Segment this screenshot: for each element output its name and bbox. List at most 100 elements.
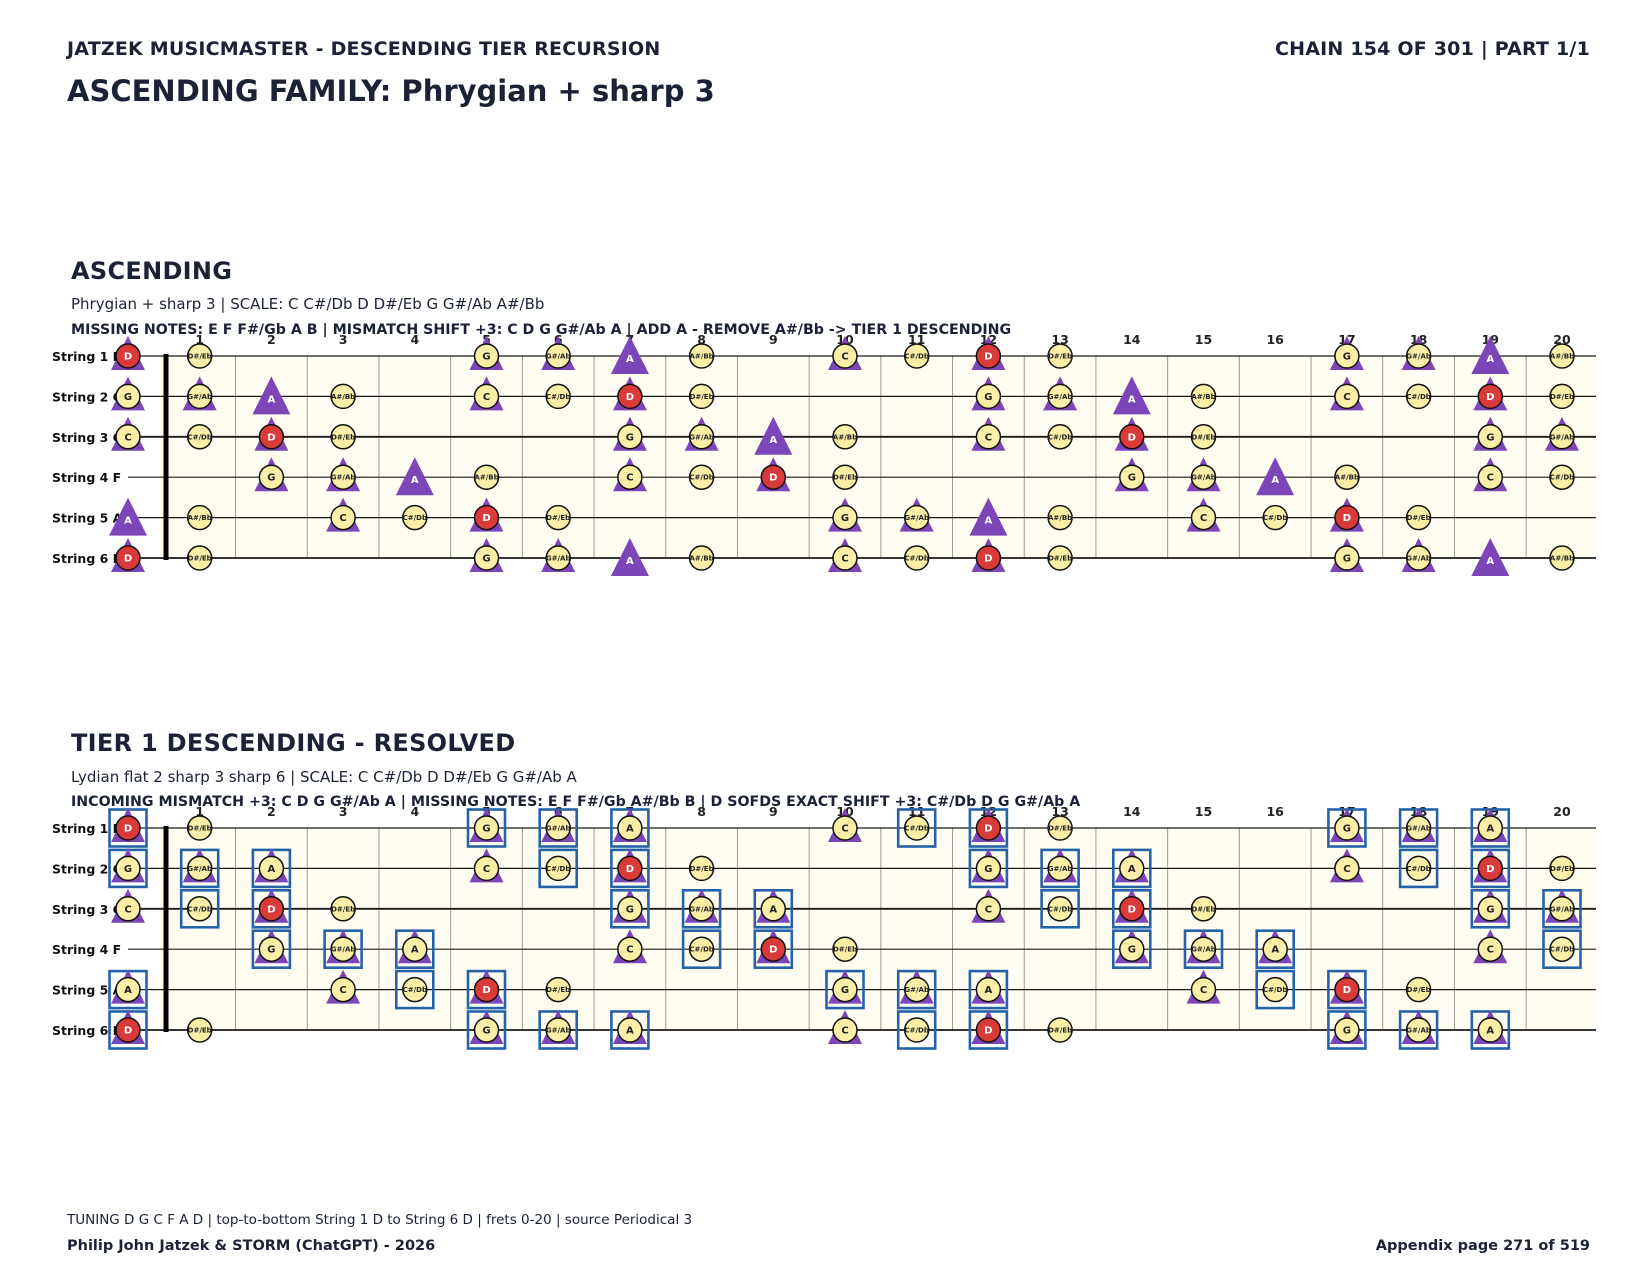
match-box	[1040, 889, 1080, 929]
note-marker: A	[610, 1010, 650, 1050]
note-marker: C#/Db	[896, 808, 937, 848]
note-marker: A	[108, 969, 148, 1010]
scale-note	[115, 976, 141, 1003]
note-label: C	[1487, 945, 1494, 956]
note-marker: A#/Bb	[1190, 383, 1217, 410]
note-label: C#/Db	[689, 474, 713, 482]
note-marker: G#/Ab	[538, 808, 579, 848]
note-marker: G	[1470, 888, 1511, 929]
scale-note	[545, 545, 571, 571]
note-label: A#/Bb	[1191, 393, 1215, 401]
note-label: D	[482, 985, 490, 996]
note-label: D	[626, 864, 634, 875]
fret-number: 16	[1266, 332, 1284, 347]
note-marker: G#/Ab	[182, 376, 217, 411]
note-marker: A	[753, 888, 794, 929]
scale-note	[330, 424, 356, 450]
section-note-line-tier1: INCOMING MISMATCH +3: C D G G#/Ab A | MI…	[71, 794, 1081, 810]
fret-number: 3	[339, 804, 348, 819]
note-label: G#/Ab	[546, 353, 571, 361]
fret-number: 15	[1195, 332, 1212, 347]
note-marker: C#/Db	[538, 848, 579, 889]
note-label: G	[1128, 473, 1136, 484]
note-label: G	[984, 392, 992, 403]
note-label: A#/Bb	[1048, 514, 1072, 522]
note-marker: C#/Db	[186, 424, 213, 450]
scale-note	[1047, 383, 1073, 410]
scale-note	[975, 896, 1002, 922]
note-label: D#/Eb	[1048, 555, 1072, 563]
note-marker: A	[610, 538, 649, 576]
root-note	[115, 815, 141, 841]
note-marker: G	[1329, 336, 1364, 370]
note-label: G	[124, 864, 132, 875]
note-label: D	[984, 824, 992, 835]
note-marker: C#/Db	[402, 504, 428, 531]
section-scale-line-ascending: Phrygian + sharp 3 | SCALE: C C#/Db D D#…	[71, 295, 545, 313]
note-marker: C#/Db	[545, 383, 571, 410]
note-label: C#/Db	[546, 393, 570, 401]
note-marker: D#/Eb	[1190, 896, 1217, 922]
note-label: C#/Db	[1048, 905, 1072, 913]
note-marker: A#/Bb	[688, 545, 715, 571]
scale-note	[617, 896, 643, 922]
note-label: D	[267, 432, 275, 443]
fret-number: 4	[410, 332, 419, 347]
scale-note	[1405, 815, 1432, 841]
note-label: G	[482, 554, 490, 565]
scale-note	[1119, 936, 1145, 962]
note-marker: G	[108, 848, 148, 889]
fret-number: 4	[410, 804, 419, 819]
scale-note	[1549, 855, 1575, 882]
note-label: D	[124, 1026, 132, 1037]
note-label: A#/Bb	[474, 474, 498, 482]
scale-note	[903, 545, 930, 571]
note-label: C#/Db	[1550, 946, 1574, 954]
scale-note	[1334, 1017, 1360, 1043]
note-label: D	[267, 904, 275, 915]
note-marker: A#/Bb	[832, 424, 858, 450]
scale-note	[832, 936, 858, 962]
shift-triangle	[610, 336, 649, 374]
note-label: D#/Eb	[188, 555, 212, 563]
scale-note	[1047, 1017, 1073, 1043]
note-label: G#/Ab	[1550, 433, 1575, 441]
scale-note	[186, 545, 213, 571]
note-label: G#/Ab	[1191, 474, 1216, 482]
note-marker: D	[1473, 376, 1508, 411]
note-label: C#/Db	[905, 353, 929, 361]
note-marker: A	[1470, 808, 1511, 848]
note-label: A#/Bb	[690, 555, 714, 563]
note-label: D#/Eb	[331, 905, 355, 913]
scale-note	[903, 343, 930, 369]
section-scale-line-tier1: Lydian flat 2 sharp 3 sharp 6 | SCALE: C…	[71, 768, 577, 786]
scale-note	[258, 464, 285, 490]
scale-note	[186, 896, 213, 922]
note-label: G	[267, 945, 275, 956]
fret-number: 15	[1195, 804, 1212, 819]
string-label: String 1 D	[52, 349, 123, 364]
note-label: G	[984, 864, 992, 875]
note-label: D#/Eb	[546, 986, 570, 994]
note-marker: D	[1112, 888, 1152, 929]
scale-note	[1190, 936, 1217, 962]
scale-note	[688, 424, 715, 450]
note-marker: G	[1114, 457, 1149, 492]
note-label: A	[124, 985, 132, 996]
note-label: C	[1343, 392, 1350, 403]
note-marker: G#/Ab	[326, 457, 361, 492]
note-label: A	[626, 354, 634, 365]
scale-note	[617, 1017, 643, 1043]
note-label: C#/Db	[188, 905, 212, 913]
note-marker: A	[1112, 376, 1151, 415]
note-marker: D	[968, 1010, 1009, 1050]
header-right-title: CHAIN 154 OF 301 | PART 1/1	[1274, 38, 1590, 60]
scale-note	[545, 504, 571, 531]
match-box	[896, 1010, 937, 1050]
shift-triangle	[395, 457, 434, 496]
note-label: C#/Db	[1263, 514, 1287, 522]
note-label: G	[267, 473, 275, 484]
scale-note	[1477, 464, 1504, 490]
fret-number: 2	[267, 804, 276, 819]
note-marker: C#/Db	[179, 889, 220, 929]
